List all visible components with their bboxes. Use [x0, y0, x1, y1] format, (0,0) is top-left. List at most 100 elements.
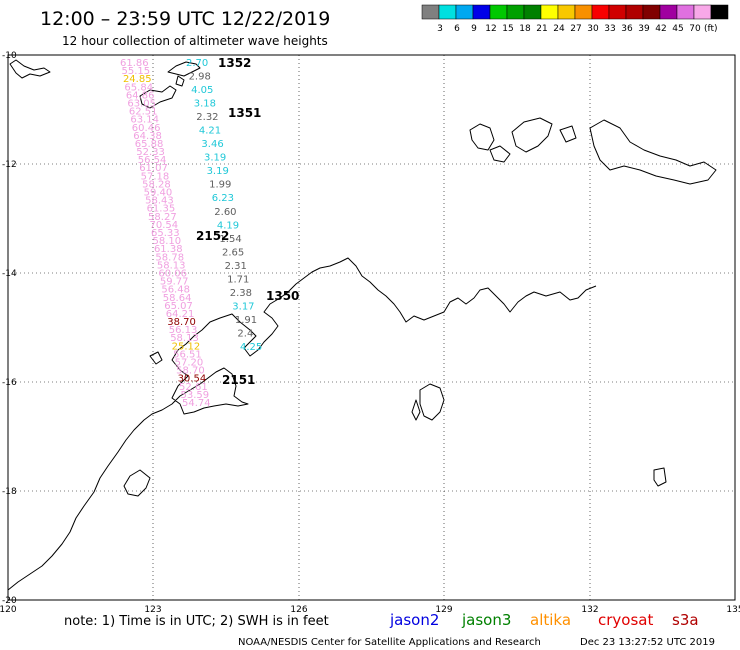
pass-labels: 1352 1351 2152 1350 2151	[196, 56, 299, 387]
wave-height-label: 24.85	[123, 74, 152, 85]
legend-swatch	[693, 4, 712, 20]
wave-height-label: 3.46	[201, 139, 223, 150]
wave-height-label: 3.19	[207, 166, 229, 177]
wave-height-label: 70.54	[150, 220, 179, 231]
x-tick-label: 120	[0, 605, 17, 615]
legend-label: 70	[689, 24, 701, 34]
legend-label: 12	[485, 24, 496, 34]
wave-height-label: 65.33	[151, 228, 180, 239]
legend-label: 39	[638, 24, 650, 34]
y-tick-label: -14	[2, 269, 17, 279]
wave-height-label: 3.19	[204, 153, 226, 164]
satellite-name: s3a	[672, 611, 699, 629]
wave-height-label: 60.46	[132, 123, 161, 134]
wave-height-label: 4.21	[199, 126, 221, 137]
legend-swatch	[438, 4, 457, 20]
island-coast	[653, 467, 667, 487]
wave-height-label: 58.10	[152, 236, 181, 247]
legend-swatch	[591, 4, 610, 20]
satellite-name: jason2	[389, 611, 439, 629]
wave-height-label: 25.12	[172, 341, 201, 352]
wave-height-label: 1.71	[227, 274, 249, 285]
legend-label: 42	[655, 24, 666, 34]
wave-height-label: 59.40	[144, 188, 173, 199]
wave-height-label: 58.13	[157, 260, 186, 271]
wave-height-label: 56.51	[173, 349, 202, 360]
legend-label: 27	[570, 24, 581, 34]
island-coast	[175, 75, 185, 87]
wave-height-label: 58.27	[148, 212, 177, 223]
island-coast	[589, 119, 717, 185]
altika-track: 61.8655.1524.8565.8464.8663.0562.5163.14…	[120, 58, 211, 409]
legend-label: 45	[672, 24, 683, 34]
legend-label: 30	[587, 24, 599, 34]
legend-swatch	[676, 4, 695, 20]
wave-height-label: 65.84	[124, 82, 153, 93]
legend-swatch	[574, 4, 593, 20]
island-coast	[559, 125, 577, 143]
wave-height-label: 57.18	[141, 171, 170, 182]
wave-height-label: 59.77	[160, 277, 189, 288]
footer-credit: NOAA/NESDIS Center for Satellite Applica…	[238, 637, 541, 648]
wave-height-label: 55.15	[121, 66, 150, 77]
wave-height-label: 1.99	[209, 180, 231, 191]
wave-height-label: 65.07	[164, 301, 193, 312]
island-coast	[469, 123, 495, 151]
wave-height-label: 52.33	[136, 147, 165, 158]
y-tick-label: -16	[2, 378, 17, 388]
wave-height-label: 64.21	[166, 309, 195, 320]
legend-swatch	[455, 4, 474, 20]
wave-height-label: 3.17	[232, 301, 254, 312]
wave-height-label: 58.43	[145, 196, 174, 207]
wave-height-label: 1.54	[219, 234, 241, 245]
wave-height-label: 63.05	[127, 98, 156, 109]
axis-labels: 120 123 126 129 132 135 -10 -12 -14 -16 -18 -20	[0, 51, 740, 615]
wave-height-label: 3.18	[194, 99, 216, 110]
coastline	[7, 59, 717, 591]
wave-height-label: 62.51	[129, 107, 158, 118]
color-legend: 3 6 9 12 15 18 21 24 27 30 33 36 39 42 45 70	[421, 4, 729, 34]
legend-swatch	[710, 4, 729, 20]
y-tick-label: -18	[2, 487, 17, 497]
island-coast	[489, 145, 511, 163]
wave-height-label: 52.61	[179, 382, 208, 393]
pass-id-label: 1352	[218, 56, 251, 70]
pass-id-label: 1350	[266, 289, 299, 303]
x-tick-label: 123	[144, 605, 161, 615]
satellite-legend: jason2 jason3 altika cryosat s3a	[389, 611, 699, 629]
wave-height-label: 2.98	[189, 72, 211, 83]
legend-swatch	[608, 4, 627, 20]
legend-label: 9	[471, 24, 477, 34]
wave-height-label: 60.06	[158, 268, 187, 279]
wave-height-label: 64.86	[126, 90, 155, 101]
wave-height-label: 58.78	[155, 252, 184, 263]
legend-swatch	[489, 4, 508, 20]
wave-height-label: 2.60	[214, 207, 236, 218]
legend-label: 6	[454, 24, 460, 34]
wave-height-label: 63.14	[130, 115, 159, 126]
legend-swatch	[659, 4, 678, 20]
legend-label: 21	[536, 24, 547, 34]
wave-height-label: 56.13	[169, 325, 198, 336]
wave-height-label: 2.32	[196, 112, 218, 123]
wave-height-label: 58.64	[163, 293, 192, 304]
legend-swatch	[625, 4, 644, 20]
wave-height-label: 4.05	[191, 85, 213, 96]
wave-height-label: 38.70	[167, 317, 196, 328]
legend-label: 36	[621, 24, 633, 34]
wave-height-label: 6.23	[212, 193, 234, 204]
legend-unit: (ft)	[704, 24, 718, 34]
wave-height-label: 2.4	[237, 328, 253, 339]
wave-height-label: 54.74	[182, 398, 211, 409]
wave-height-label: 57.20	[175, 358, 204, 369]
island-coast	[123, 469, 151, 497]
footer-timestamp: Dec 23 13:27:52 UTC 2019	[580, 637, 715, 648]
wave-height-label: 4.19	[217, 220, 239, 231]
pass-id-label: 2152	[196, 229, 229, 243]
wave-height-label: 1.91	[235, 315, 257, 326]
island-coast	[419, 383, 445, 421]
wave-height-label: 58.13	[170, 333, 199, 344]
wave-height-label: 30.54	[178, 374, 207, 385]
legend-label: 3	[437, 24, 443, 34]
legend-label: 15	[502, 24, 513, 34]
